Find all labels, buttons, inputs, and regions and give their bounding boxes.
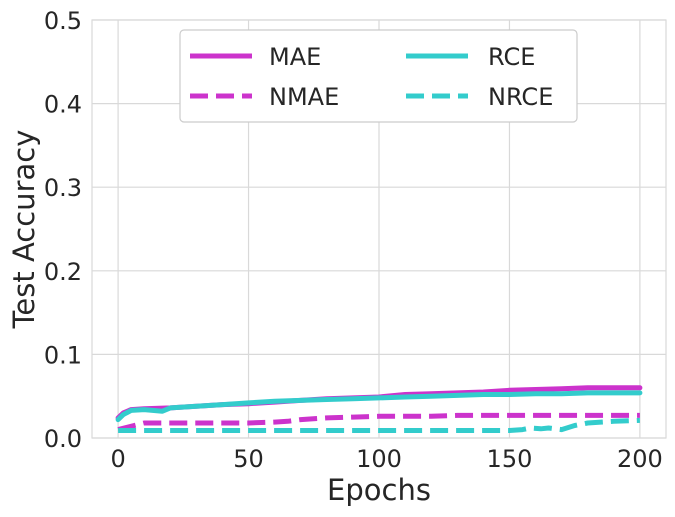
legend-label-nrce: NRCE <box>488 83 553 111</box>
x-tick-label: 200 <box>617 445 663 473</box>
x-tick-label: 50 <box>233 445 264 473</box>
y-tick-label: 0.2 <box>44 258 82 286</box>
x-tick-label: 150 <box>487 445 533 473</box>
x-tick-label: 0 <box>110 445 125 473</box>
legend-label-nmae: NMAE <box>269 83 339 111</box>
series-lines <box>115 385 643 433</box>
series-line-rce <box>115 390 643 423</box>
x-axis-title: Epochs <box>327 473 431 507</box>
y-axis-title: Test Accuracy <box>7 130 41 330</box>
legend-label-mae: MAE <box>269 43 321 71</box>
legend: MAE NMAE RCE NRCE <box>179 29 578 123</box>
series-line-nmae <box>117 412 640 433</box>
x-tick-label: 100 <box>356 445 402 473</box>
legend-label-rce: RCE <box>488 43 535 71</box>
y-tick-label: 0.0 <box>44 425 82 453</box>
y-tick-label: 0.1 <box>44 341 82 369</box>
legend-box <box>179 29 578 123</box>
series-line-nrce <box>118 417 640 433</box>
y-tick-label: 0.5 <box>44 7 82 35</box>
y-tick-label: 0.4 <box>44 91 82 119</box>
y-tick-label: 0.3 <box>44 174 82 202</box>
tick-labels: 0 50 100 150 200 0.0 0.1 0.2 0.3 0.4 0.5 <box>44 7 663 473</box>
